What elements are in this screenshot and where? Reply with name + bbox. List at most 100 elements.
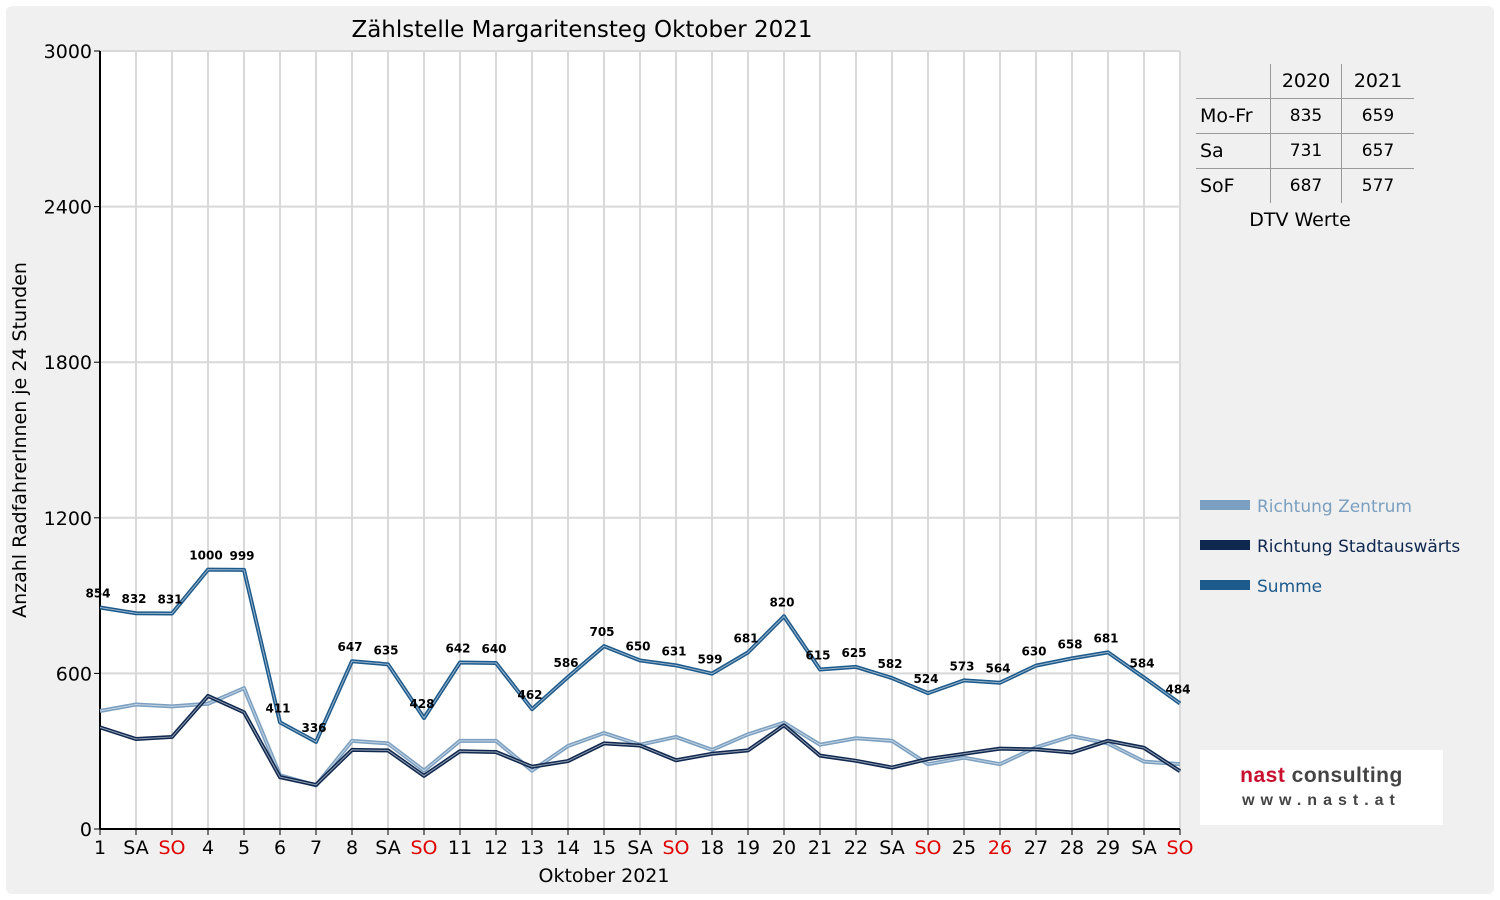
data-label: 642 bbox=[445, 642, 470, 656]
legend-swatch bbox=[1200, 580, 1250, 590]
logo-name-part2: consulting bbox=[1285, 764, 1403, 787]
data-label: 832 bbox=[121, 592, 146, 606]
data-label: 854 bbox=[85, 587, 110, 601]
dtv-row: Mo-Fr 835 659 bbox=[1196, 98, 1414, 134]
data-label: 658 bbox=[1057, 637, 1082, 651]
dtv-value: 687 bbox=[1270, 168, 1342, 203]
y-tick-label: 2400 bbox=[44, 197, 92, 219]
x-tick-label: SO bbox=[662, 837, 689, 859]
data-label: 586 bbox=[553, 656, 578, 670]
x-tick-label: 25 bbox=[952, 837, 976, 859]
x-tick-label: 28 bbox=[1060, 837, 1084, 859]
data-label: 428 bbox=[409, 697, 434, 711]
data-label: 573 bbox=[949, 659, 974, 673]
x-tick-label: SA bbox=[879, 837, 904, 859]
series-line-highlight bbox=[99, 695, 1181, 786]
data-label: 630 bbox=[1021, 645, 1046, 659]
y-tick-label: 1200 bbox=[44, 508, 92, 530]
data-label: 681 bbox=[1093, 631, 1118, 645]
data-label: 705 bbox=[589, 625, 614, 639]
data-label: 336 bbox=[301, 721, 326, 735]
x-tick-label: SA bbox=[375, 837, 400, 859]
dtv-value: 659 bbox=[1341, 98, 1414, 134]
x-tick-label: 15 bbox=[592, 837, 616, 859]
data-label: 831 bbox=[157, 592, 182, 606]
x-tick-label: SO bbox=[1166, 837, 1193, 859]
data-label: 599 bbox=[697, 653, 722, 667]
dtv-value: 731 bbox=[1270, 133, 1342, 169]
data-label: 631 bbox=[661, 644, 686, 658]
data-label: 524 bbox=[913, 672, 938, 686]
dtv-header-2020: 2020 bbox=[1270, 64, 1342, 99]
x-tick-label: 6 bbox=[274, 837, 286, 859]
logo-url: www.nast.at bbox=[1242, 792, 1401, 809]
dtv-row-label: SoF bbox=[1196, 168, 1271, 203]
data-label: 1000 bbox=[189, 549, 222, 563]
x-tick-label: 18 bbox=[700, 837, 724, 859]
data-label: 582 bbox=[877, 657, 902, 671]
legend-label: Richtung Zentrum bbox=[1257, 497, 1412, 517]
logo-name-part1: nast bbox=[1240, 764, 1286, 787]
x-tick-label: 22 bbox=[844, 837, 868, 859]
dtv-corner bbox=[1196, 64, 1271, 99]
data-label: 647 bbox=[337, 640, 362, 654]
x-tick-label: 12 bbox=[484, 837, 508, 859]
legend-swatch bbox=[1200, 540, 1250, 550]
x-tick-label: 19 bbox=[736, 837, 760, 859]
data-label: 640 bbox=[481, 642, 506, 656]
x-tick-label: 7 bbox=[310, 837, 322, 859]
x-axis-label: Oktober 2021 bbox=[539, 865, 670, 887]
logo-name: nast consulting bbox=[1200, 764, 1443, 788]
data-label: 625 bbox=[841, 646, 866, 660]
y-tick-label: 0 bbox=[80, 819, 92, 841]
x-tick-label: SO bbox=[410, 837, 437, 859]
x-tick-label: 11 bbox=[448, 837, 472, 859]
x-tick-label: 27 bbox=[1024, 837, 1048, 859]
x-tick-label: 5 bbox=[238, 837, 250, 859]
data-label: 820 bbox=[769, 595, 794, 609]
data-label: 681 bbox=[733, 631, 758, 645]
legend-label: Richtung Stadtauswärts bbox=[1257, 537, 1460, 557]
x-tick-label: 20 bbox=[772, 837, 796, 859]
data-label: 635 bbox=[373, 643, 398, 657]
dtv-value: 657 bbox=[1341, 133, 1414, 169]
dtv-row: SoF 687 577 bbox=[1196, 168, 1414, 203]
x-tick-label: SA bbox=[627, 837, 652, 859]
data-label: 462 bbox=[517, 688, 542, 702]
x-tick-label: 1 bbox=[94, 837, 106, 859]
data-label: 411 bbox=[265, 701, 290, 715]
series-line-highlight bbox=[99, 569, 1181, 743]
dtv-value: 835 bbox=[1270, 98, 1342, 134]
dtv-row-label: Sa bbox=[1196, 133, 1271, 169]
x-tick-label: 29 bbox=[1096, 837, 1120, 859]
data-label: 484 bbox=[1165, 682, 1190, 696]
x-tick-label: SO bbox=[914, 837, 941, 859]
company-logo: nast consulting www.nast.at bbox=[1200, 750, 1443, 825]
data-label: 584 bbox=[1129, 657, 1154, 671]
dtv-row: Sa 731 657 bbox=[1196, 133, 1414, 169]
x-tick-label: 21 bbox=[808, 837, 832, 859]
dtv-row-label: Mo-Fr bbox=[1196, 98, 1271, 134]
y-tick-label: 600 bbox=[56, 663, 92, 685]
dtv-table: 2020 2021 Mo-Fr 835 659 Sa 731 657 SoF 6… bbox=[1196, 64, 1414, 203]
y-tick-label: 1800 bbox=[44, 352, 92, 374]
data-label: 564 bbox=[985, 662, 1010, 676]
legend-label: Summe bbox=[1257, 577, 1322, 597]
chart-title: Zählstelle Margaritensteg Oktober 2021 bbox=[351, 17, 812, 43]
x-tick-label: 4 bbox=[202, 837, 214, 859]
y-tick-label: 3000 bbox=[44, 41, 92, 63]
dtv-header-2021: 2021 bbox=[1341, 64, 1414, 99]
data-label: 615 bbox=[805, 649, 830, 663]
x-tick-label: SA bbox=[1131, 837, 1156, 859]
x-tick-label: 26 bbox=[988, 837, 1012, 859]
x-tick-label: 14 bbox=[556, 837, 580, 859]
data-label: 999 bbox=[229, 549, 254, 563]
x-tick-label: 13 bbox=[520, 837, 544, 859]
legend-swatch bbox=[1200, 500, 1250, 510]
data-label: 650 bbox=[625, 639, 650, 653]
y-axis-label: Anzahl RadfahrerInnen je 24 Stunden bbox=[9, 262, 31, 618]
x-tick-label: SO bbox=[158, 837, 185, 859]
dtv-value: 577 bbox=[1341, 168, 1414, 203]
x-tick-label: SA bbox=[123, 837, 148, 859]
